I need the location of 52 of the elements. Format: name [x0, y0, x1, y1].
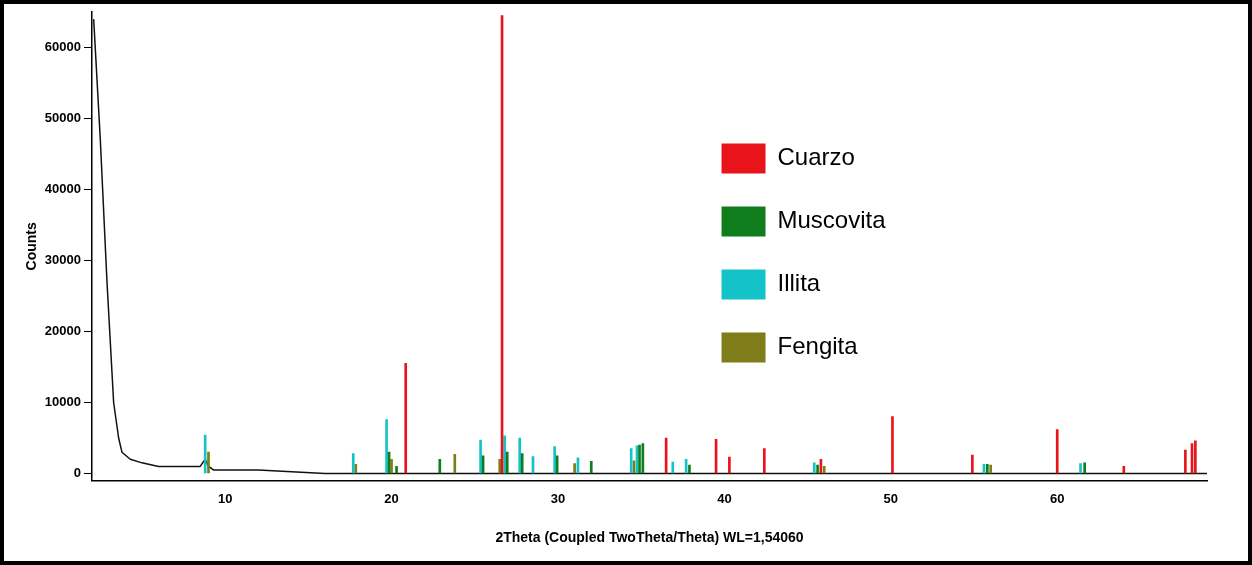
x-tick-label: 50 [883, 490, 899, 506]
bar [404, 363, 408, 474]
bar [629, 448, 633, 474]
legend-label: Muscovita [777, 206, 887, 234]
bar [728, 456, 731, 474]
bar [453, 454, 457, 474]
bar [971, 454, 974, 474]
y-tick-label: 0 [73, 465, 81, 481]
bar [671, 461, 675, 474]
bar [505, 451, 509, 474]
y-tick-label: 10000 [44, 394, 81, 410]
y-tick-label: 50000 [44, 110, 81, 126]
bar [1083, 462, 1087, 474]
bar [520, 453, 524, 474]
y-tick-label: 60000 [44, 39, 81, 55]
x-tick-label: 60 [1049, 490, 1065, 506]
bar [822, 466, 826, 474]
bar [1194, 440, 1197, 474]
bar [589, 461, 593, 474]
bar [1055, 429, 1059, 474]
bar [763, 448, 766, 474]
y-axis-title: Counts [23, 221, 40, 271]
y-tick-label: 30000 [44, 252, 81, 268]
bar [553, 446, 556, 474]
bar [385, 419, 388, 474]
x-tick-label: 30 [550, 490, 566, 506]
bar [1184, 449, 1187, 474]
bar [390, 458, 393, 474]
bar [812, 462, 816, 474]
x-tick-label: 20 [384, 490, 399, 506]
bar [573, 463, 576, 474]
y-tick-label: 20000 [44, 323, 81, 339]
bar [1122, 466, 1126, 474]
bar [207, 451, 210, 474]
bar [351, 453, 355, 474]
bar [891, 416, 894, 474]
bar [479, 439, 482, 474]
bar [395, 466, 398, 474]
legend-label: Cuarzo [777, 143, 855, 171]
y-tick-label: 40000 [44, 181, 81, 197]
bar [438, 458, 442, 474]
bar [518, 437, 522, 474]
bar [1079, 463, 1082, 474]
bar [498, 458, 502, 474]
legend-label: Illita [777, 269, 821, 297]
x-tick-label: 10 [217, 490, 233, 506]
x-axis-title: 2Theta (Coupled TwoTheta/Theta) WL=1,54060 [495, 529, 804, 546]
bar [503, 435, 507, 474]
x-tick-label: 40 [717, 490, 732, 506]
bar [688, 464, 691, 474]
legend-label: Fengita [777, 332, 859, 360]
bar [816, 464, 819, 474]
